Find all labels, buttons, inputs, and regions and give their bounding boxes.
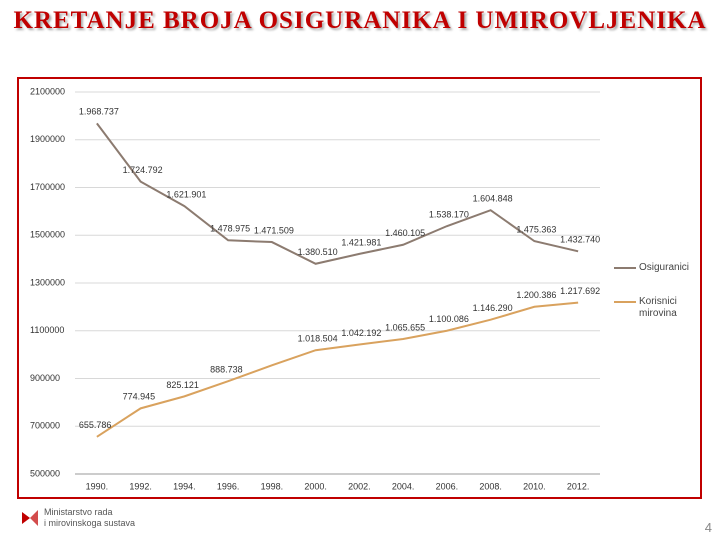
x-tick-label: 1996.: [217, 481, 240, 491]
legend-label: Osiguranici: [639, 262, 690, 273]
data-label: 1.146.290: [473, 303, 513, 313]
y-tick-label: 500000: [30, 468, 60, 478]
data-label: 1.018.504: [298, 334, 338, 344]
y-tick-label: 700000: [30, 421, 60, 431]
data-label: 888.738: [210, 365, 243, 375]
y-tick-label: 1300000: [30, 277, 65, 287]
data-label: 1.724.792: [123, 165, 163, 175]
data-label: 1.042.192: [341, 328, 381, 338]
data-label: 1.421.981: [341, 237, 381, 247]
y-tick-label: 1900000: [30, 134, 65, 144]
legend-label: Korisnici mirovina: [639, 296, 677, 319]
data-label: 1.200.386: [516, 290, 556, 300]
x-tick-label: 1992.: [129, 481, 152, 491]
data-label: 1.100.086: [429, 314, 469, 324]
org-line: i mirovinskoga sustava: [44, 518, 136, 528]
data-label: 1.475.363: [516, 225, 556, 235]
y-tick-label: 1100000: [30, 325, 64, 335]
data-label: 774.945: [123, 392, 156, 402]
chart-frame: [17, 77, 702, 499]
x-tick-label: 2008.: [479, 481, 502, 491]
y-tick-label: 900000: [30, 373, 60, 383]
data-label: 655.786: [79, 420, 112, 430]
logo: [22, 510, 38, 526]
x-tick-label: 2006.: [436, 481, 459, 491]
x-tick-label: 2010.: [523, 481, 546, 491]
x-tick-label: 2002.: [348, 481, 371, 491]
data-label: 1.065.655: [385, 322, 425, 332]
data-label: 1.432.740: [560, 235, 600, 245]
data-label: 1.621.901: [166, 190, 206, 200]
y-tick-label: 1500000: [30, 230, 65, 240]
org-line: Ministarstvo rada: [44, 507, 113, 517]
data-label: 1.460.105: [385, 228, 425, 238]
data-label: 825.121: [166, 380, 199, 390]
data-label: 1.478.975: [210, 224, 250, 234]
data-label: 1.471.509: [254, 225, 294, 235]
x-tick-label: 1994.: [173, 481, 196, 491]
x-tick-label: 2012.: [567, 481, 590, 491]
x-tick-label: 1990.: [86, 481, 109, 491]
title: KRETANJE BROJA OSIGURANIKA I UMIROVLJENI…: [13, 7, 707, 34]
data-label: 1.538.170: [429, 210, 469, 220]
org-name: Ministarstvo rada i mirovinskoga sustava: [44, 507, 135, 529]
x-tick-label: 2000.: [304, 481, 327, 491]
series-line: [96, 301, 579, 438]
series-line: [96, 122, 579, 265]
y-tick-label: 1700000: [30, 182, 65, 192]
x-tick-label: 1998.: [261, 481, 284, 491]
data-label: 1.968.737: [79, 107, 119, 117]
y-tick-label: 2100000: [30, 86, 65, 96]
page-number: 4: [704, 520, 712, 535]
data-label: 1.217.692: [560, 286, 600, 296]
data-label: 1.380.510: [298, 247, 338, 257]
data-label: 1.604.848: [473, 194, 513, 204]
x-tick-label: 2004.: [392, 481, 415, 491]
